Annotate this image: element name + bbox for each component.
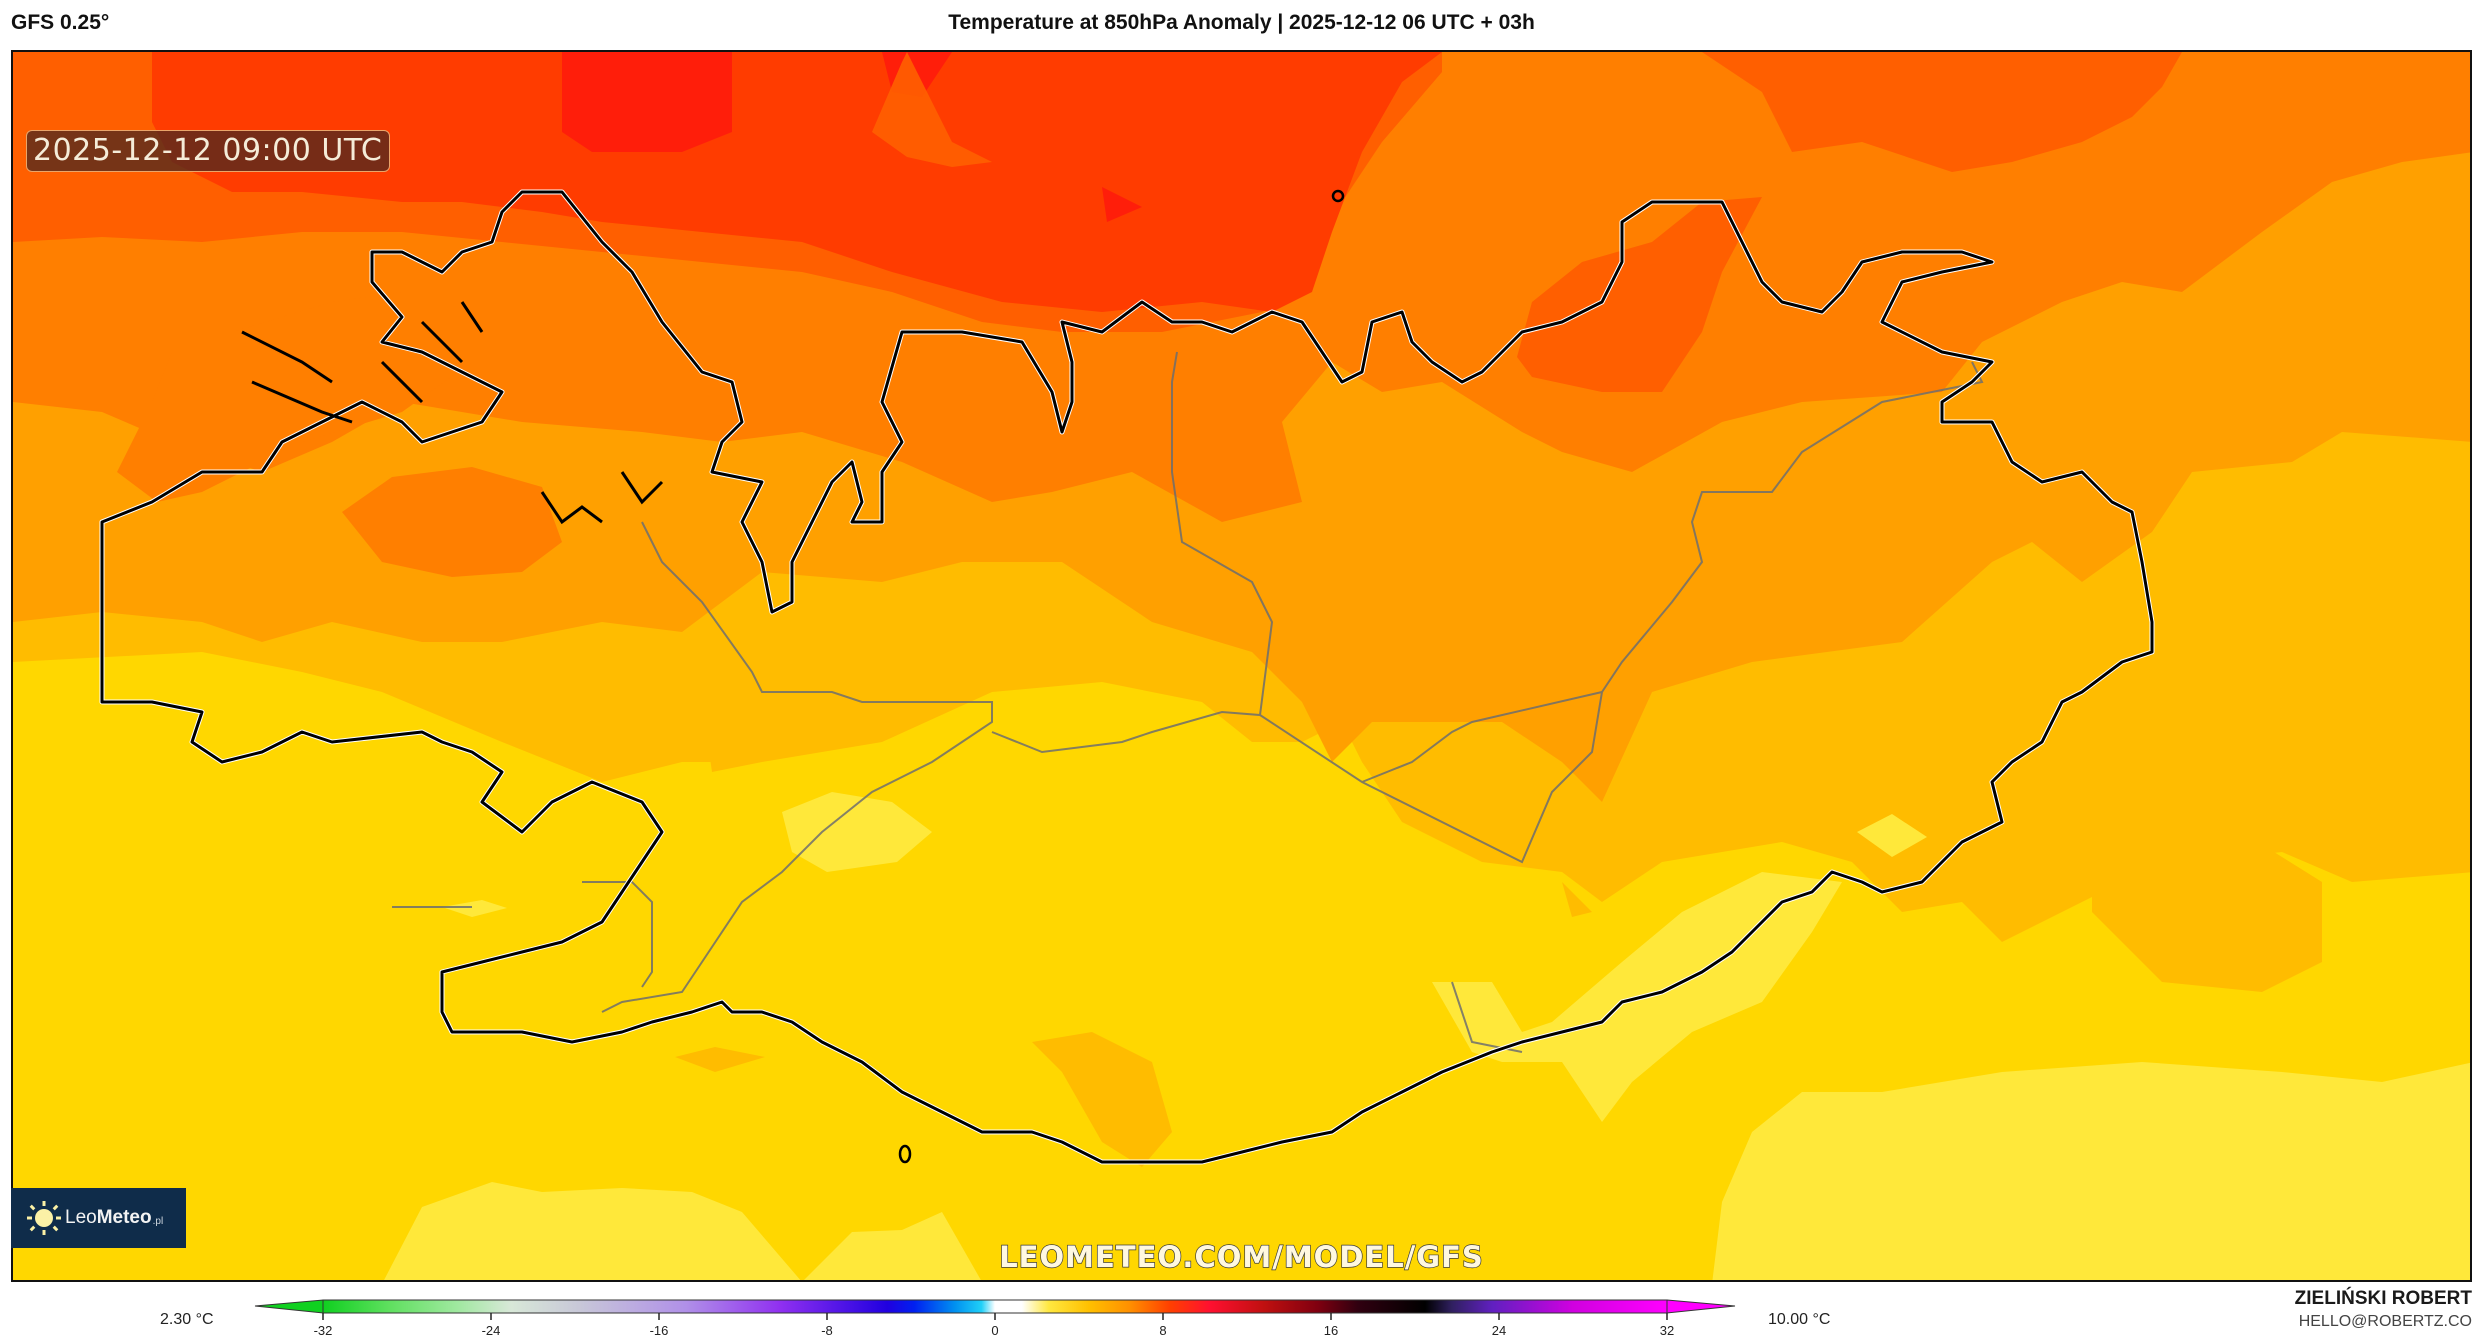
contour-band-8-ne-bulge — [1517, 197, 1762, 392]
westfjords-fjords — [241, 301, 664, 525]
contour-band-8-west-bay — [342, 467, 562, 577]
contour-band-9 — [152, 52, 1442, 312]
contour-band-10 — [562, 52, 732, 152]
anomaly-map — [13, 52, 2470, 1280]
contour-band-3-west — [442, 900, 507, 917]
contour-band-10-small — [1102, 187, 1142, 222]
contour-band-3-central — [782, 792, 932, 872]
colorbar-tick: 0 — [991, 1323, 998, 1338]
logo-suffix: .pl — [152, 1215, 164, 1227]
colorbar-tick: 32 — [1660, 1323, 1674, 1338]
field-min-label: 2.30 °C — [160, 1311, 214, 1328]
colorbar-tick: -16 — [650, 1323, 669, 1338]
colorbar-tick: 24 — [1492, 1323, 1506, 1338]
contour-band-3-east — [1857, 814, 1927, 857]
chart-title: Temperature at 850hPa Anomaly | 2025-12-… — [948, 11, 1535, 34]
colorbar-tick: -24 — [482, 1323, 501, 1338]
author-email[interactable]: HELLO@ROBERTZ.CO — [2298, 1313, 2472, 1330]
contour-band-5-west-lake — [702, 692, 772, 772]
contour-band-5-sw-diamond — [675, 1047, 765, 1072]
leometeo-logo[interactable]: LeoMeteo .pl — [11, 1188, 186, 1248]
contour-band-8-inner — [872, 52, 992, 167]
colorbar-tick: -32 — [314, 1323, 333, 1338]
map-panel[interactable]: 2025-12-12 09:00 UTC — [11, 50, 2472, 1282]
contour-band-5-east-small2 — [1562, 882, 1592, 917]
colorbar-tick: -8 — [821, 1323, 833, 1338]
contour-band-5-east-small — [1507, 792, 1527, 842]
colorbar-tick: 8 — [1159, 1323, 1166, 1338]
valid-time-badge: 2025-12-12 09:00 UTC — [26, 130, 391, 172]
island-vestmannaeyjar — [898, 1144, 912, 1164]
field-max-label: 10.00 °C — [1768, 1311, 1831, 1328]
contour-band-3-south-offshore — [384, 1182, 981, 1280]
site-watermark: LEOMETEO.COM/MODEL/GFS — [999, 1239, 1484, 1274]
author-name: ZIELIŃSKI ROBERT — [2294, 1288, 2472, 1309]
contour-band-3-se-offshore — [1712, 1062, 2470, 1280]
contour-band-5-south — [1032, 1032, 1172, 1167]
colorbar-tick: 16 — [1324, 1323, 1338, 1338]
model-label: GFS 0.25° — [11, 11, 110, 34]
island-grimsey — [1331, 189, 1345, 203]
logo-wordmark: LeoMeteo — [65, 1207, 152, 1228]
colorbar: -32 -24 -16 -8 0 8 16 24 32 — [254, 1299, 1736, 1338]
iceland-coastline-ink — [100, 190, 2154, 1164]
sun-icon — [27, 1201, 61, 1235]
contour-band-5-east-pocket — [2092, 832, 2322, 992]
